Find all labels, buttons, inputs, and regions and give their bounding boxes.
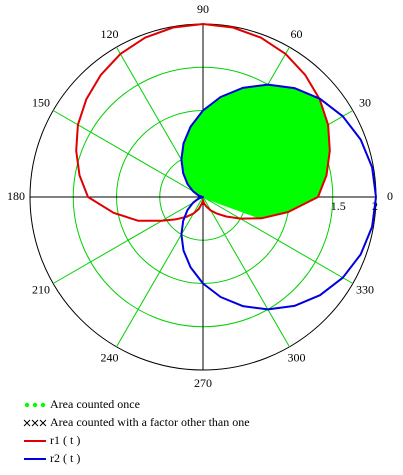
area-ray [202,97,222,198]
grid-spoke [52,196,204,284]
legend-label: Area counted once [50,397,140,411]
legend-marker [23,419,31,427]
theta-tick-label: 330 [356,282,374,296]
area-ray [202,196,262,220]
area-ray [202,87,295,198]
grid-spoke [116,196,204,348]
theta-tick-label: 120 [101,27,119,41]
theta-tick-label: 270 [194,376,212,390]
theta-tick-label: 60 [291,27,303,41]
theta-tick-label: 240 [101,351,119,365]
curve [180,83,377,311]
area-ray [202,98,321,198]
theta-tick-label: 90 [197,2,209,16]
theta-tick-label: 0 [387,189,393,203]
area-ray [202,84,269,198]
theta-tick-label: 30 [359,95,371,109]
area-ray [202,174,327,198]
area-ray [180,159,204,198]
legend-label: r1 ( t ) [50,433,80,447]
grid-spoke [202,196,290,348]
curve [75,23,331,222]
legend-marker [31,419,39,427]
theta-tick-label: 180 [7,189,25,203]
area-ray [189,126,204,198]
legend-label: Area counted with a factor other than on… [50,415,250,429]
area-ray [182,143,204,198]
theta-tick-label: 210 [32,282,50,296]
theta-tick-label: 300 [288,351,306,365]
legend-marker [40,402,46,408]
theta-tick-label: 150 [32,95,50,109]
legend-marker [24,402,30,408]
legend-marker [32,402,38,408]
legend-marker [39,419,47,427]
grid-spoke [202,196,354,284]
area-ray [202,123,329,198]
area-ray [202,149,331,198]
legend-label: r2 ( t ) [50,451,80,465]
area-ray [202,196,289,214]
r-tick-label: 1.5 [331,199,346,213]
area-ray [202,87,244,198]
